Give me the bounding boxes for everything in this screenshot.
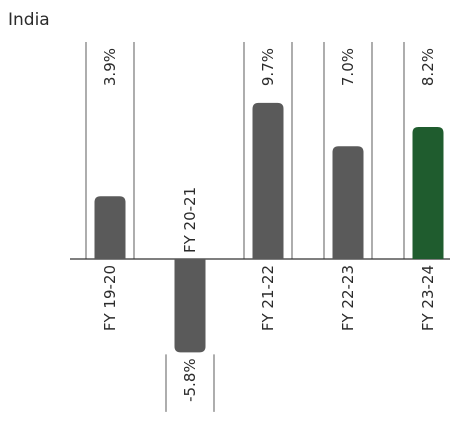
value-label: -5.8% xyxy=(181,358,199,402)
bar-fy-22-23 xyxy=(332,146,364,259)
guide-lines xyxy=(85,42,405,412)
value-label: 7.0% xyxy=(339,48,357,86)
category-label: FY 21-22 xyxy=(259,265,277,331)
bar-fy-21-22 xyxy=(252,102,284,259)
bar-fy-20-21 xyxy=(174,259,206,353)
category-label: FY 20-21 xyxy=(181,187,199,253)
value-label: 9.7% xyxy=(259,48,277,86)
category-label: FY 22-23 xyxy=(339,265,357,331)
labels-group: 3.9% FY 19-20 -5.8% FY 20-21 9.7% FY 21-22 7.0… xyxy=(101,48,437,402)
bars-group xyxy=(94,102,444,353)
value-label: 8.2% xyxy=(419,48,437,86)
bar-fy-19-20 xyxy=(94,196,126,259)
value-label: 3.9% xyxy=(101,48,119,86)
chart-title: India xyxy=(8,10,50,30)
category-label: FY 19-20 xyxy=(101,265,119,331)
category-label: FY 23-24 xyxy=(419,265,437,331)
bar-fy-23-24 xyxy=(412,126,444,259)
